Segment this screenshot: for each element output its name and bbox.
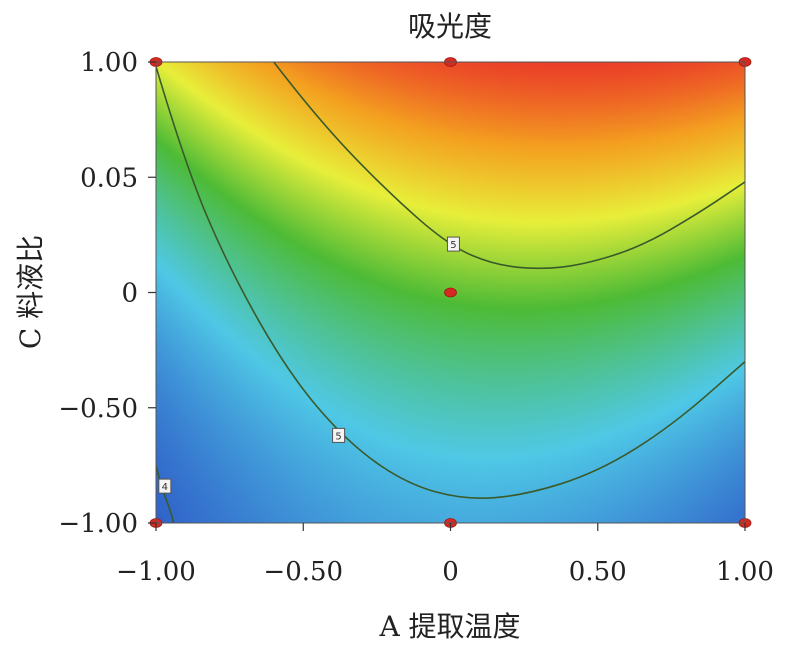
contour-label: 5 xyxy=(446,236,460,252)
chart-title: 吸光度 xyxy=(408,10,492,43)
contour-lines xyxy=(156,62,745,523)
design-point xyxy=(444,287,457,298)
contour-labels: 5 5 4 xyxy=(158,236,460,494)
y-tick-label: 1.00 xyxy=(80,48,138,78)
contour-line-3 xyxy=(156,465,175,523)
y-tick-label: 0.05 xyxy=(80,163,138,193)
x-tick-label: −1.00 xyxy=(116,557,196,587)
contour-label-text: 5 xyxy=(335,431,341,442)
x-axis-title: A 提取温度 xyxy=(378,610,520,643)
y-axis: −1.00 −0.50 0 0.05 1.00 xyxy=(58,48,156,539)
x-tick-label: 1.00 xyxy=(716,557,774,587)
contour-label: 5 xyxy=(332,427,346,443)
y-axis-title: C 料液比 xyxy=(14,235,47,349)
y-tick-label: −0.50 xyxy=(58,394,138,424)
contour-label-text: 4 xyxy=(162,482,168,493)
contour-label-text: 5 xyxy=(450,240,456,251)
x-tick-label: 0.50 xyxy=(569,557,627,587)
y-tick-label: 0 xyxy=(121,279,138,309)
y-tick-label: −1.00 xyxy=(58,509,138,539)
x-tick-label: −0.50 xyxy=(263,557,343,587)
contour-label: 4 xyxy=(158,478,172,494)
x-axis: −1.00 −0.50 0 0.50 1.00 xyxy=(116,523,774,587)
design-points xyxy=(149,57,752,528)
contour-line-2 xyxy=(156,66,745,499)
x-tick-label: 0 xyxy=(442,557,459,587)
contour-line-1 xyxy=(273,62,745,270)
